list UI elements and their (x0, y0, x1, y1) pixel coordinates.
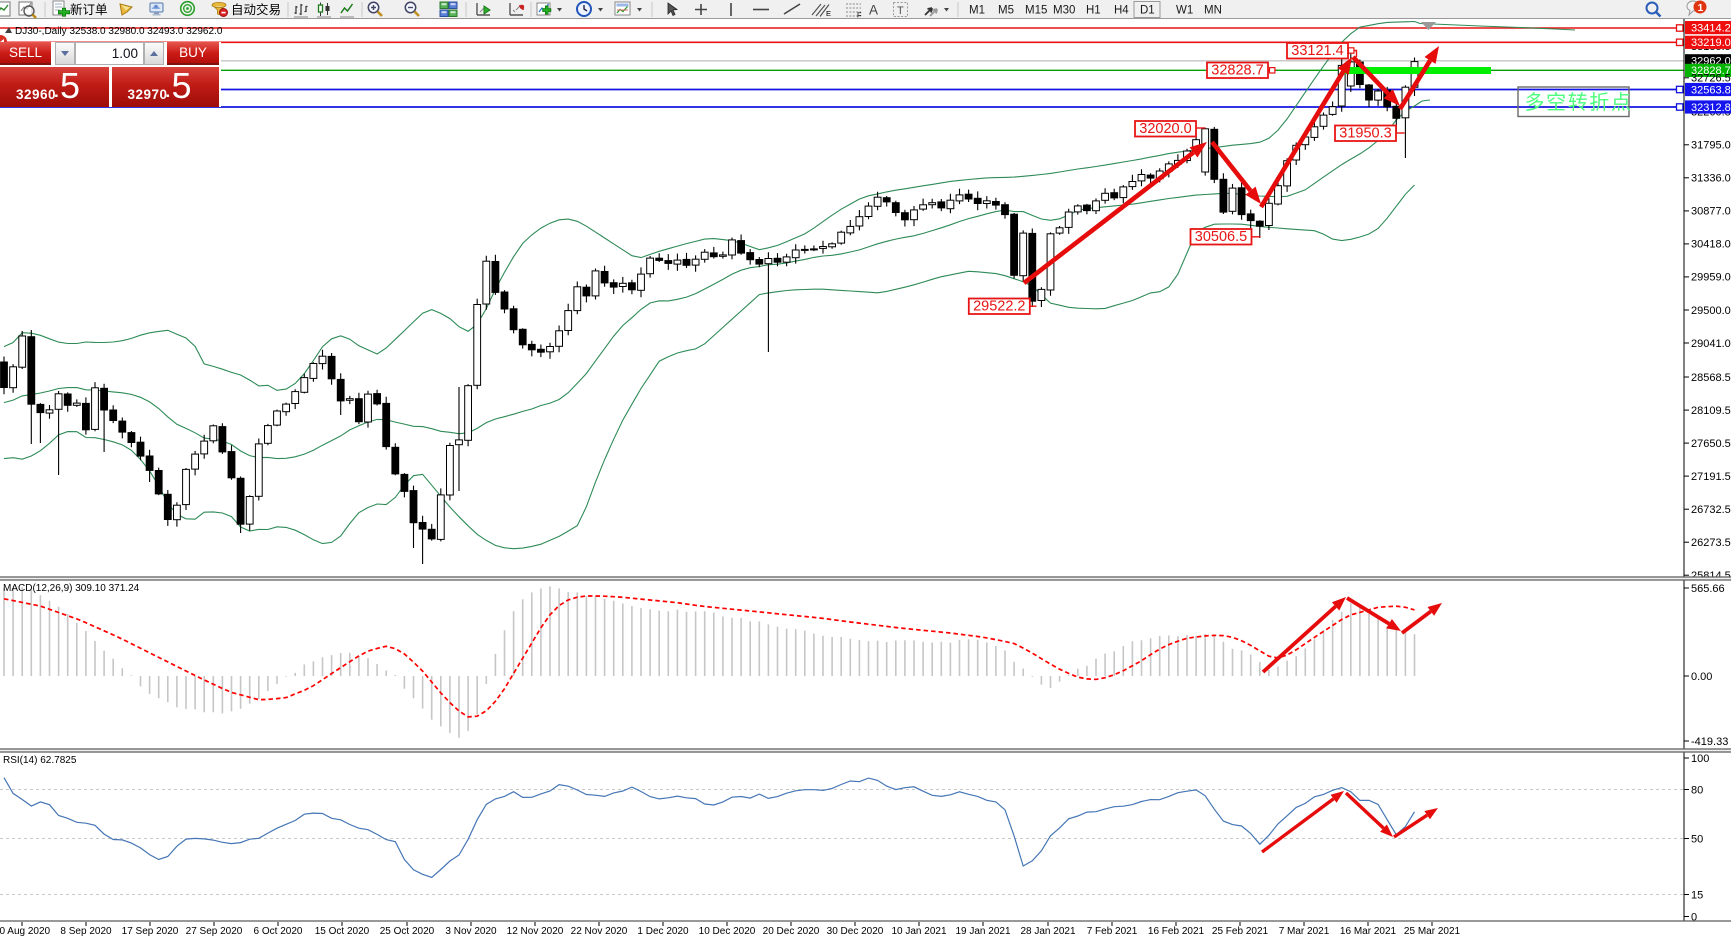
svg-text:0: 0 (1691, 911, 1697, 923)
svg-text:31795.0: 31795.0 (1691, 140, 1731, 152)
svg-text:RSI(14) 62.7825: RSI(14) 62.7825 (3, 755, 77, 766)
svg-text:W1: W1 (1176, 5, 1193, 17)
svg-text:50: 50 (1691, 833, 1703, 845)
svg-text:22 Nov 2020: 22 Nov 2020 (571, 926, 628, 937)
svg-text:6 Oct 2020: 6 Oct 2020 (254, 926, 303, 937)
svg-text:25 Mar 2021: 25 Mar 2021 (1404, 926, 1461, 937)
svg-text:29041.0: 29041.0 (1691, 338, 1731, 350)
svg-text:0.00: 0.00 (1691, 671, 1712, 683)
svg-text:M1: M1 (969, 5, 985, 17)
svg-text:26273.5: 26273.5 (1691, 537, 1731, 549)
svg-text:-419.33: -419.33 (1691, 736, 1728, 748)
svg-text:19 Jan 2021: 19 Jan 2021 (955, 926, 1010, 937)
svg-text:28109.5: 28109.5 (1691, 405, 1731, 417)
svg-text:12 Nov 2020: 12 Nov 2020 (507, 926, 564, 937)
svg-text:8 Sep 2020: 8 Sep 2020 (60, 926, 112, 937)
svg-text:33219.0: 33219.0 (1691, 37, 1731, 49)
svg-text:D1: D1 (1140, 5, 1155, 17)
svg-text:27 Sep 2020: 27 Sep 2020 (186, 926, 243, 937)
svg-text:25 Feb 2021: 25 Feb 2021 (1212, 926, 1269, 937)
svg-text:M30: M30 (1053, 5, 1075, 17)
svg-text:10 Dec 2020: 10 Dec 2020 (699, 926, 756, 937)
svg-text:DJ30-,Daily 32538.0 32980.0 3: DJ30-,Daily 32538.0 32980.0 32493.0 3296… (15, 26, 223, 37)
svg-text:H4: H4 (1114, 5, 1129, 17)
svg-text:80: 80 (1691, 784, 1703, 796)
svg-text:1 Dec 2020: 1 Dec 2020 (637, 926, 689, 937)
svg-text:15 Oct 2020: 15 Oct 2020 (315, 926, 370, 937)
svg-text:25 Oct 2020: 25 Oct 2020 (380, 926, 435, 937)
svg-text:28568.5: 28568.5 (1691, 372, 1731, 384)
svg-text:MN: MN (1204, 5, 1222, 17)
svg-text:自动交易: 自动交易 (231, 2, 281, 17)
svg-text:新订单: 新订单 (70, 2, 108, 17)
svg-text:17 Sep 2020: 17 Sep 2020 (122, 926, 179, 937)
svg-text:M15: M15 (1025, 5, 1047, 17)
svg-text:32312.8: 32312.8 (1691, 102, 1731, 114)
svg-text:30 Aug 2020: 30 Aug 2020 (0, 926, 51, 937)
svg-text:33414.2: 33414.2 (1691, 22, 1731, 34)
svg-text:15: 15 (1691, 889, 1703, 901)
svg-text:MACD(12,26,9) 309.10 371.24: MACD(12,26,9) 309.10 371.24 (3, 583, 140, 594)
svg-text:E: E (826, 9, 831, 18)
svg-text:30418.0: 30418.0 (1691, 239, 1731, 251)
svg-text:7 Mar 2021: 7 Mar 2021 (1279, 926, 1330, 937)
svg-text:16 Feb 2021: 16 Feb 2021 (1148, 926, 1205, 937)
svg-text:27191.5: 27191.5 (1691, 471, 1731, 483)
svg-text:32563.8: 32563.8 (1691, 84, 1731, 96)
svg-text:1: 1 (1698, 2, 1704, 14)
svg-text:M5: M5 (998, 5, 1014, 17)
svg-text:29500.0: 29500.0 (1691, 305, 1731, 317)
svg-text:32020.0: 32020.0 (1139, 121, 1191, 137)
svg-text:32726.5: 32726.5 (1691, 73, 1731, 85)
svg-text:100: 100 (1691, 753, 1709, 765)
svg-text:29959.0: 29959.0 (1691, 272, 1731, 284)
svg-text:26732.5: 26732.5 (1691, 504, 1731, 516)
svg-text:28 Jan 2021: 28 Jan 2021 (1020, 926, 1075, 937)
svg-text:A: A (869, 3, 878, 18)
svg-text:F: F (857, 11, 862, 20)
svg-text:29522.2: 29522.2 (973, 298, 1025, 314)
svg-text:3 Nov 2020: 3 Nov 2020 (445, 926, 497, 937)
svg-text:16 Mar 2021: 16 Mar 2021 (1340, 926, 1397, 937)
svg-text:7 Feb 2021: 7 Feb 2021 (1087, 926, 1138, 937)
svg-text:20 Dec 2020: 20 Dec 2020 (763, 926, 820, 937)
svg-text:T: T (897, 5, 904, 17)
svg-text:30506.5: 30506.5 (1195, 229, 1247, 245)
svg-text:32828.7: 32828.7 (1691, 65, 1731, 77)
svg-text:27650.5: 27650.5 (1691, 438, 1731, 450)
svg-text:多空转折点: 多空转折点 (1525, 91, 1633, 114)
svg-text:H1: H1 (1086, 5, 1101, 17)
svg-text:32828.7: 32828.7 (1211, 62, 1263, 78)
svg-text:31950.3: 31950.3 (1339, 125, 1391, 141)
svg-text:10 Jan 2021: 10 Jan 2021 (891, 926, 946, 937)
svg-text:30 Dec 2020: 30 Dec 2020 (827, 926, 884, 937)
svg-text:33121.4: 33121.4 (1291, 43, 1343, 59)
svg-text:30877.0: 30877.0 (1691, 206, 1731, 218)
svg-text:31336.0: 31336.0 (1691, 173, 1731, 185)
svg-text:565.66: 565.66 (1691, 583, 1725, 595)
